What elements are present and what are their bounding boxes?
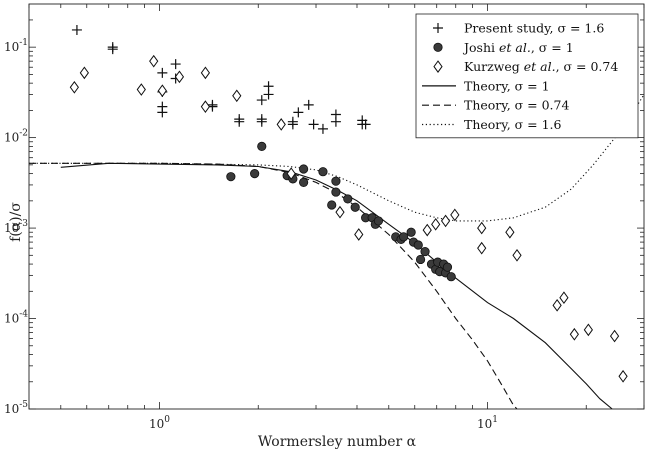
data-point-s1-32 bbox=[446, 272, 456, 282]
data-point-s2-22 bbox=[559, 291, 569, 305]
x-axis-title: Wormersley number α bbox=[258, 434, 417, 450]
data-point-s0-6 bbox=[157, 107, 168, 118]
data-point-s2-26 bbox=[618, 369, 628, 383]
y-axis-title: f(α)/σ bbox=[8, 202, 24, 242]
data-point-s1-12 bbox=[350, 202, 360, 212]
data-point-s2-16 bbox=[450, 208, 460, 222]
legend-marker-2 bbox=[433, 60, 443, 73]
data-point-s1-31 bbox=[442, 262, 453, 272]
data-point-s0-23 bbox=[317, 123, 328, 134]
data-point-s1-11 bbox=[343, 194, 353, 204]
data-point-s1-1 bbox=[250, 169, 260, 179]
data-point-s2-13 bbox=[422, 223, 432, 237]
legend-box bbox=[415, 13, 639, 139]
legend-label-3: Theory, σ = 1 bbox=[464, 78, 550, 93]
data-point-s2-18 bbox=[477, 241, 487, 255]
data-point-s2-9 bbox=[276, 118, 286, 131]
data-point-s2-3 bbox=[149, 54, 159, 68]
legend-marker-0 bbox=[433, 23, 443, 33]
legend-label-5: Theory, σ = 1.6 bbox=[464, 117, 562, 132]
data-point-s0-22 bbox=[308, 119, 319, 130]
data-point-s2-14 bbox=[431, 217, 441, 231]
data-point-s1-8 bbox=[331, 176, 341, 186]
x-tick-label-1: 101 bbox=[477, 415, 498, 431]
data-point-s2-25 bbox=[609, 329, 620, 343]
data-point-s0-7 bbox=[170, 59, 181, 70]
data-point-s2-24 bbox=[583, 323, 593, 337]
data-point-s2-2 bbox=[136, 83, 146, 96]
data-point-s2-21 bbox=[552, 298, 562, 312]
data-point-s2-7 bbox=[200, 100, 211, 113]
plot-frame bbox=[28, 3, 645, 410]
data-point-s2-11 bbox=[335, 205, 345, 219]
data-point-s0-19 bbox=[287, 119, 298, 130]
data-point-s0-21 bbox=[303, 99, 314, 110]
data-marks bbox=[29, 24, 644, 409]
data-point-s0-12 bbox=[234, 116, 245, 127]
y-tick-label-1: 10-2 bbox=[4, 129, 28, 145]
data-point-s1-10 bbox=[327, 200, 337, 210]
data-point-s0-15 bbox=[256, 116, 267, 127]
data-point-s1-5 bbox=[299, 164, 309, 174]
data-point-s0-17 bbox=[263, 89, 274, 100]
data-point-s0-20 bbox=[293, 107, 304, 118]
data-point-s1-23 bbox=[415, 254, 426, 265]
data-point-s0-28 bbox=[360, 119, 371, 130]
data-point-s2-15 bbox=[440, 214, 451, 228]
data-point-s1-16 bbox=[373, 216, 384, 226]
data-point-s1-20 bbox=[406, 227, 416, 237]
series-line-3 bbox=[60, 162, 613, 409]
data-point-s2-1 bbox=[79, 66, 89, 80]
legend-label-4: Theory, σ = 0.74 bbox=[464, 98, 569, 113]
data-point-s2-0 bbox=[69, 80, 79, 94]
data-point-s2-19 bbox=[505, 225, 515, 239]
data-point-s0-2 bbox=[107, 44, 118, 55]
y-tick-label-2: 10-3 bbox=[4, 219, 28, 235]
series-line-4 bbox=[29, 162, 518, 409]
data-point-s0-0 bbox=[71, 24, 82, 35]
data-point-s2-17 bbox=[477, 221, 487, 235]
data-point-s0-13 bbox=[256, 95, 267, 106]
data-point-s0-3 bbox=[157, 67, 168, 78]
legend: Present study, σ = 1.6 Joshi et al., σ = … bbox=[415, 13, 639, 139]
legend-marker-1 bbox=[433, 42, 443, 52]
data-point-s2-5 bbox=[174, 70, 185, 84]
y-tick-label-0: 10-1 bbox=[4, 38, 28, 54]
data-point-s1-24 bbox=[420, 246, 430, 257]
y-tick-label-3: 10-4 bbox=[4, 310, 28, 326]
legend-label-0: Present study, σ = 1.6 bbox=[464, 21, 604, 36]
data-point-s0-25 bbox=[330, 116, 341, 127]
data-point-s1-9 bbox=[331, 187, 341, 197]
data-point-s1-0 bbox=[226, 172, 236, 182]
axis-ticks: 100 101 10-1 10-2 10-3 10-4 10-5 bbox=[4, 4, 645, 431]
x-tick-label-0: 100 bbox=[149, 415, 170, 431]
data-point-s2-12 bbox=[354, 228, 364, 241]
data-point-s1-7 bbox=[318, 167, 328, 177]
data-point-s1-2 bbox=[257, 141, 267, 151]
legend-label-2: Kurzweg et al., σ = 0.74 bbox=[464, 59, 618, 74]
data-point-s2-4 bbox=[157, 84, 167, 98]
data-point-s2-10 bbox=[286, 167, 296, 180]
data-point-s1-19 bbox=[399, 232, 409, 242]
data-point-s2-23 bbox=[569, 327, 579, 341]
data-point-s1-22 bbox=[413, 240, 423, 250]
data-point-s2-6 bbox=[200, 66, 211, 80]
data-point-s1-6 bbox=[299, 177, 309, 187]
legend-label-1: Joshi et al., σ = 1 bbox=[462, 40, 574, 55]
data-point-s2-20 bbox=[512, 248, 522, 262]
y-tick-label-4: 10-5 bbox=[4, 400, 28, 416]
data-point-s2-8 bbox=[232, 89, 242, 103]
